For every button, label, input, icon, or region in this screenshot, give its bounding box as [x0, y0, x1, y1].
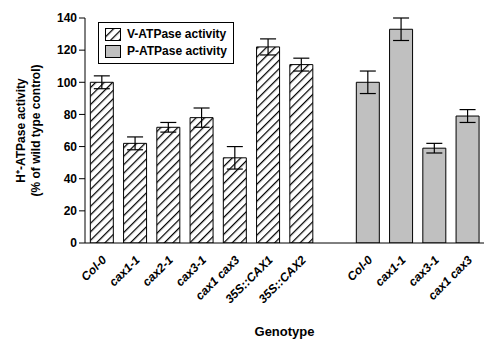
- svg-text:20: 20: [64, 204, 78, 218]
- svg-text:Genotype: Genotype: [255, 324, 315, 339]
- svg-text:cax3-1: cax3-1: [405, 252, 442, 290]
- svg-text:Col-0: Col-0: [78, 253, 109, 284]
- svg-text:cax1-1: cax1-1: [372, 253, 409, 290]
- svg-text:40: 40: [64, 172, 78, 186]
- svg-text:cax2-1: cax2-1: [140, 253, 177, 290]
- svg-text:0: 0: [70, 236, 77, 250]
- svg-text:60: 60: [64, 140, 78, 154]
- html-text:V-ATPase activity: V-ATPase activity: [127, 27, 227, 41]
- svg-text:cax1 cax3: cax1 cax3: [425, 253, 475, 303]
- svg-text:140: 140: [57, 11, 77, 25]
- svg-text:Col-0: Col-0: [344, 253, 375, 284]
- svg-text:H⁺-ATPase activity(% of wild t: H⁺-ATPase activity(% of wild type contro…: [14, 65, 43, 197]
- svg-text:35S::CAX1: 35S::CAX1: [222, 252, 276, 307]
- svg-text:cax1-1: cax1-1: [106, 253, 143, 290]
- svg-text:cax1 cax3: cax1 cax3: [192, 252, 243, 303]
- svg-text:cax3-1: cax3-1: [172, 252, 210, 290]
- svg-text:100: 100: [57, 76, 77, 90]
- svg-text:120: 120: [57, 43, 77, 57]
- svg-text:80: 80: [64, 108, 78, 122]
- svg-text:35S::CAX2: 35S::CAX2: [256, 253, 310, 307]
- html-text:P-ATPase activity: P-ATPase activity: [127, 44, 227, 58]
